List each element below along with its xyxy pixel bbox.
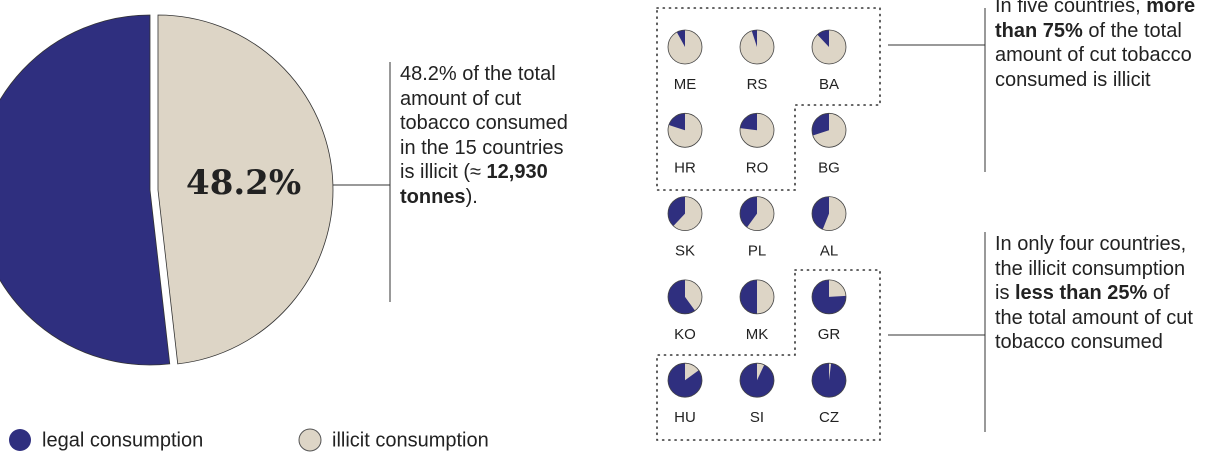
pie-outline [739,279,775,315]
pie-slice [739,113,775,148]
pie-slice [829,279,846,297]
country-label: PL [748,243,766,260]
pie-slice [747,196,775,231]
annotation-highlight: less than 25% [1015,282,1148,304]
pie-slice [668,113,702,148]
pie-outline [667,29,703,65]
annotation-text: In five countries, [995,0,1147,17]
legend-swatch [298,428,322,452]
country-label: MK [746,326,769,343]
annotation: 48.2% of the total amount of cut tobacco… [400,62,578,209]
pie-slice [812,113,846,148]
pie-outline [739,29,775,65]
country-label: SK [675,243,695,260]
pie-slice [673,196,702,231]
connectors [330,8,986,432]
pie-outline [667,279,703,315]
pie-slice [667,30,702,64]
country-label: HU [674,409,696,426]
pie-outline [811,196,847,232]
annotation: In only four countries, the illicit cons… [995,232,1200,355]
country-label: HR [674,159,696,176]
pie-outline [739,112,775,148]
pie-slice [0,14,171,366]
annotation-text: of the total amount of cut tobacco consu… [995,282,1193,353]
pie-slice [757,279,774,314]
pie-slice [157,14,334,365]
pie-outline [739,362,775,398]
country-label: AL [820,243,838,260]
value-label: 48.2% [186,163,301,203]
pie-slice [757,363,765,381]
country-label: BA [819,76,839,93]
pie-outline [811,29,847,65]
pie-outline [667,112,703,148]
annotation-highlight: more than 75% [995,0,1196,42]
country-label: RO [746,159,769,176]
annotation-highlight: 12,930 tonnes [400,161,548,208]
pie-outline [811,112,847,148]
legend-label: legal consumption [42,429,203,451]
pie-slice [739,30,774,64]
annotation-text: of the total amount of cut tobacco consu… [995,19,1192,91]
pie-outline [667,362,703,398]
pie-outline [811,362,847,398]
annotation-text: 48.2% of the total amount of cut tobacco… [400,63,568,183]
annotation: In five countries, more than 75% of the … [995,0,1200,92]
country-label: BG [818,159,840,176]
pie-slice [685,279,702,311]
country-label: CZ [819,409,839,426]
pie-slice [812,30,846,65]
country-label: RS [747,76,768,93]
pie-outline [667,196,703,232]
legend-label: illicit consumption [332,429,489,451]
pie-outline [811,279,847,315]
country-label: ME [674,76,697,93]
group-boxes [656,7,881,441]
annotation-text: ). [465,185,478,208]
pie-slice [829,363,832,381]
pie-outline [739,196,775,232]
pie-slice [685,363,699,381]
country-label: KO [674,326,696,343]
country-label: SI [750,409,764,426]
annotation-text: In only four countries, the illicit cons… [995,233,1187,304]
pie-slice [822,196,846,231]
country-label: GR [818,326,841,343]
legend-swatch [9,429,31,451]
